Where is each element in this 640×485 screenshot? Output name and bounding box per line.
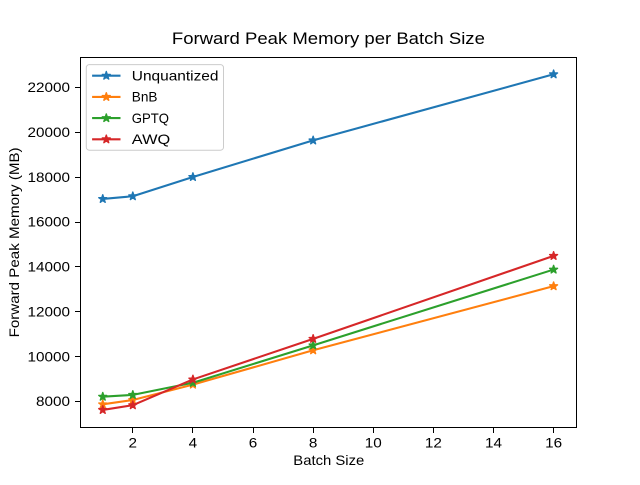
- svg-text:14: 14: [485, 434, 502, 450]
- svg-text:8000: 8000: [36, 393, 70, 409]
- svg-text:AWQ: AWQ: [132, 131, 171, 147]
- svg-text:12000: 12000: [28, 303, 71, 319]
- svg-text:Forward Peak Memory per Batch: Forward Peak Memory per Batch Size: [172, 29, 485, 48]
- svg-text:Unquantized: Unquantized: [132, 67, 219, 83]
- svg-text:16: 16: [545, 434, 562, 450]
- svg-text:BnB: BnB: [132, 89, 158, 105]
- svg-text:GPTQ: GPTQ: [132, 110, 169, 126]
- svg-text:10000: 10000: [28, 348, 71, 364]
- svg-text:12: 12: [425, 434, 442, 450]
- svg-text:4: 4: [189, 434, 198, 450]
- svg-text:18000: 18000: [28, 169, 71, 185]
- svg-text:Forward Peak Memory (MB): Forward Peak Memory (MB): [6, 147, 22, 337]
- svg-text:2: 2: [129, 434, 138, 450]
- svg-text:16000: 16000: [28, 214, 71, 230]
- svg-text:22000: 22000: [28, 79, 71, 95]
- svg-text:20000: 20000: [28, 124, 71, 140]
- svg-text:8: 8: [309, 434, 318, 450]
- svg-text:10: 10: [365, 434, 382, 450]
- svg-text:6: 6: [249, 434, 258, 450]
- svg-text:14000: 14000: [28, 259, 71, 275]
- svg-text:Batch Size: Batch Size: [293, 452, 364, 468]
